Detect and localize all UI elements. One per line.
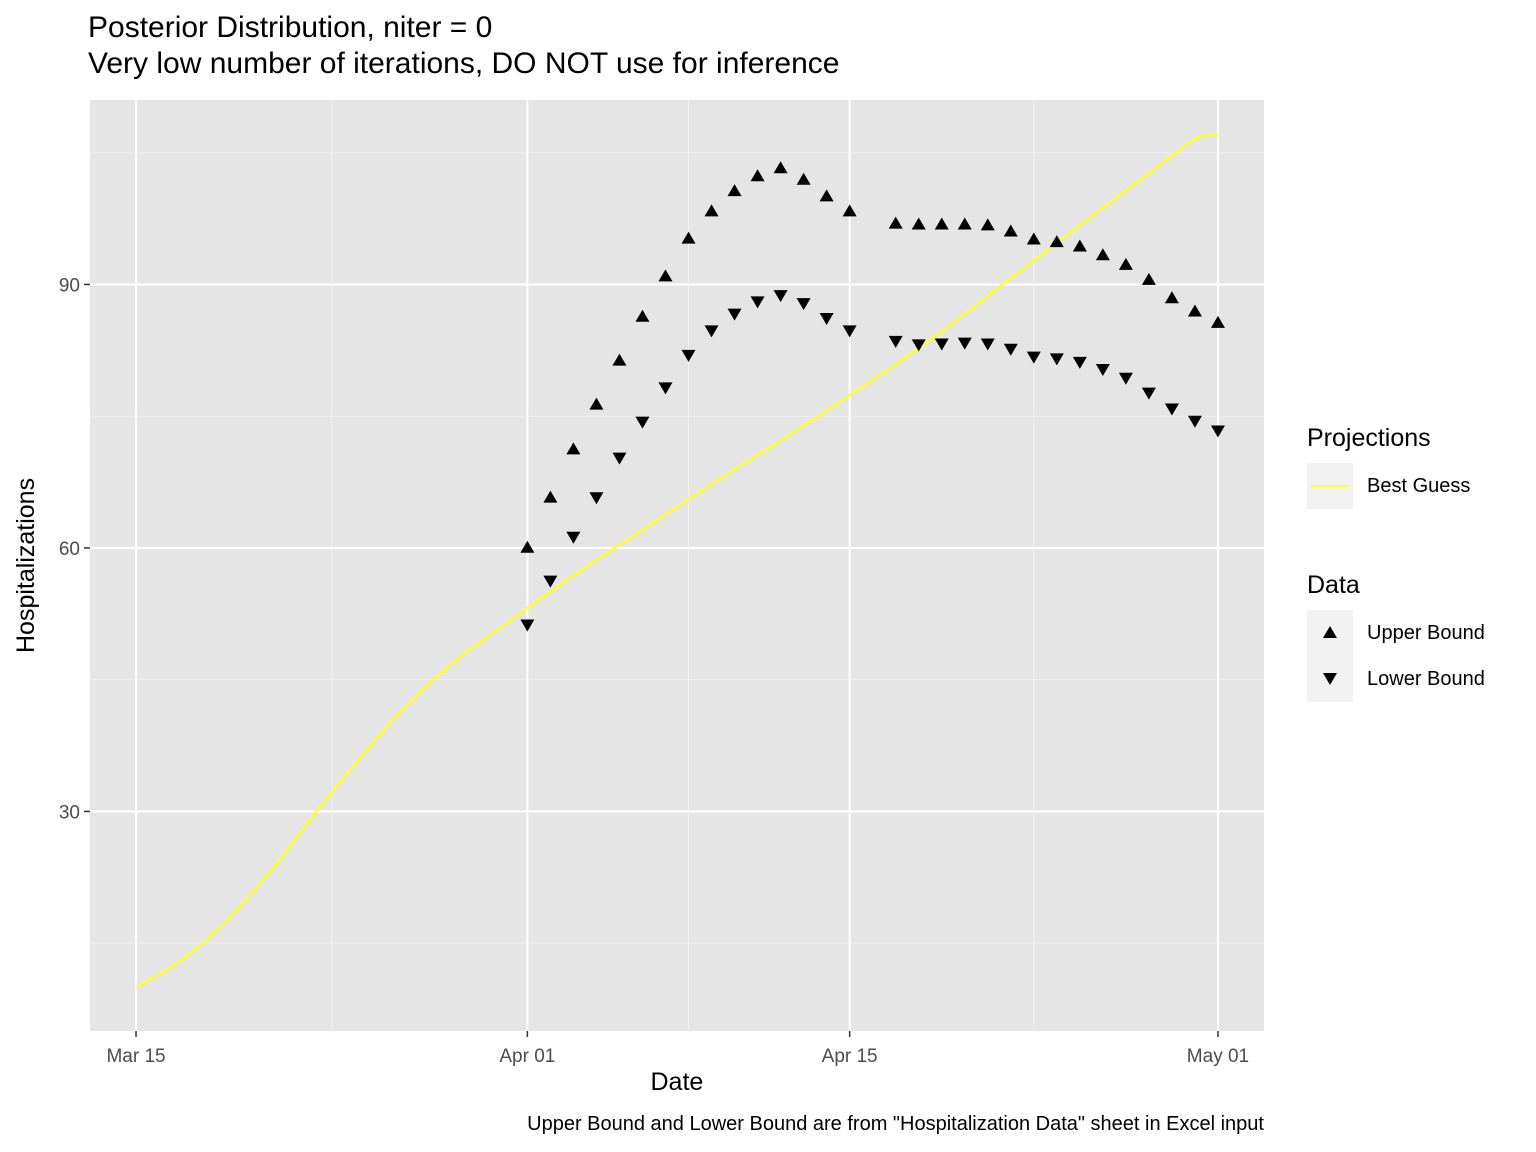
lower-bound-point — [819, 313, 834, 326]
lower-bound-point — [543, 575, 558, 588]
lower-bound-point — [520, 619, 535, 632]
upper-bound-point — [1003, 224, 1018, 237]
upper-bound-point — [704, 204, 719, 217]
lower-bound-point — [1164, 403, 1179, 416]
upper-bound-point — [681, 231, 696, 244]
legend-item-upper-bound: Upper Bound — [1307, 610, 1485, 656]
upper-bound-point — [980, 218, 995, 231]
upper-bound-point — [819, 189, 834, 202]
lower-bound-point — [1049, 353, 1064, 366]
x-tick-label: Apr 15 — [822, 1046, 878, 1067]
y-axis-label: Hospitalizations — [12, 477, 40, 653]
legend-key-upper — [1307, 610, 1353, 656]
x-tick-label: Mar 15 — [106, 1046, 165, 1067]
upper-bound-point — [1141, 272, 1156, 285]
lower-bound-point — [842, 325, 857, 338]
chart-subtitle: Very low number of iterations, DO NOT us… — [88, 47, 840, 80]
upper-bound-point — [911, 217, 926, 230]
plot-panel — [90, 100, 1264, 1031]
upper-bound-point — [727, 184, 742, 197]
line-swatch-icon — [1311, 485, 1349, 487]
lower-bound-point — [957, 337, 972, 350]
legend-projections: Projections Best Guess — [1307, 424, 1470, 509]
legend-title-data: Data — [1307, 571, 1360, 599]
chart-title-block: Posterior Distribution, niter = 0 Very l… — [88, 10, 839, 82]
upper-bound-point — [1187, 304, 1202, 317]
lower-bound-point — [658, 382, 673, 395]
triangle-up-icon — [1323, 626, 1337, 638]
y-tick-label: 90 — [59, 275, 80, 296]
lower-bound-point — [1095, 363, 1110, 376]
legend-key-lower — [1307, 656, 1353, 702]
lower-bound-point — [1026, 351, 1041, 364]
upper-bound-point — [773, 161, 788, 174]
upper-bound-point — [1049, 235, 1064, 248]
legend-item-best-guess: Best Guess — [1307, 463, 1470, 509]
triangle-down-icon — [1323, 673, 1337, 685]
legend-label-best-guess: Best Guess — [1367, 474, 1471, 497]
y-tick-label: 60 — [59, 539, 80, 560]
upper-bound-point — [612, 353, 627, 366]
lower-bound-point — [888, 335, 903, 348]
upper-bound-point — [888, 216, 903, 229]
upper-bound-point — [957, 217, 972, 230]
lower-bound-point — [1141, 387, 1156, 400]
x-tick-label: Apr 01 — [499, 1046, 555, 1067]
legend-label-lower-bound: Lower Bound — [1367, 667, 1485, 690]
legend-key-line — [1307, 463, 1353, 509]
lower-bound-point — [589, 492, 604, 505]
lower-bound-point — [750, 296, 765, 309]
upper-bound-point — [566, 442, 581, 455]
upper-bound-point — [1072, 239, 1087, 252]
lower-bound-point — [934, 338, 949, 351]
y-tick-label: 30 — [59, 802, 80, 823]
lower-bound-point — [612, 452, 627, 465]
x-axis-label: Date — [650, 1068, 704, 1096]
lower-bound-point — [980, 338, 995, 351]
upper-bound-point — [1210, 315, 1225, 328]
upper-bound-point — [796, 172, 811, 185]
lower-bound-point — [1187, 415, 1202, 428]
upper-bound-point — [635, 309, 650, 322]
legend-item-lower-bound: Lower Bound — [1307, 656, 1485, 702]
upper-bound-point — [1095, 248, 1110, 261]
upper-bound-point — [589, 397, 604, 410]
upper-bound-point — [842, 204, 857, 217]
upper-bound-point — [520, 540, 535, 553]
upper-bound-point — [658, 269, 673, 282]
legend-label-upper-bound: Upper Bound — [1367, 621, 1485, 644]
lower-bound-point — [773, 290, 788, 303]
lower-bound-point — [635, 416, 650, 429]
lower-bound-point — [1003, 343, 1018, 356]
lower-bound-point — [1210, 425, 1225, 438]
legend-data: Data Upper Bound Lower Bound — [1307, 571, 1485, 702]
upper-bound-point — [934, 217, 949, 230]
upper-bound-point — [750, 169, 765, 182]
x-tick-label: May 01 — [1187, 1046, 1249, 1067]
chart-title: Posterior Distribution, niter = 0 — [88, 11, 493, 44]
lower-bound-point — [566, 531, 581, 544]
legend-title-projections: Projections — [1307, 424, 1431, 452]
upper-bound-point — [1118, 257, 1133, 270]
lower-bound-point — [1118, 372, 1133, 385]
lower-bound-point — [911, 339, 926, 352]
lower-bound-point — [1072, 356, 1087, 369]
lower-bound-point — [727, 308, 742, 321]
upper-bound-point — [543, 490, 558, 503]
upper-bound-point — [1164, 291, 1179, 304]
lower-bound-point — [681, 349, 696, 362]
chart-caption: Upper Bound and Lower Bound are from "Ho… — [527, 1113, 1264, 1135]
upper-bound-point — [1026, 232, 1041, 245]
lower-bound-point — [704, 325, 719, 338]
lower-bound-point — [796, 298, 811, 311]
